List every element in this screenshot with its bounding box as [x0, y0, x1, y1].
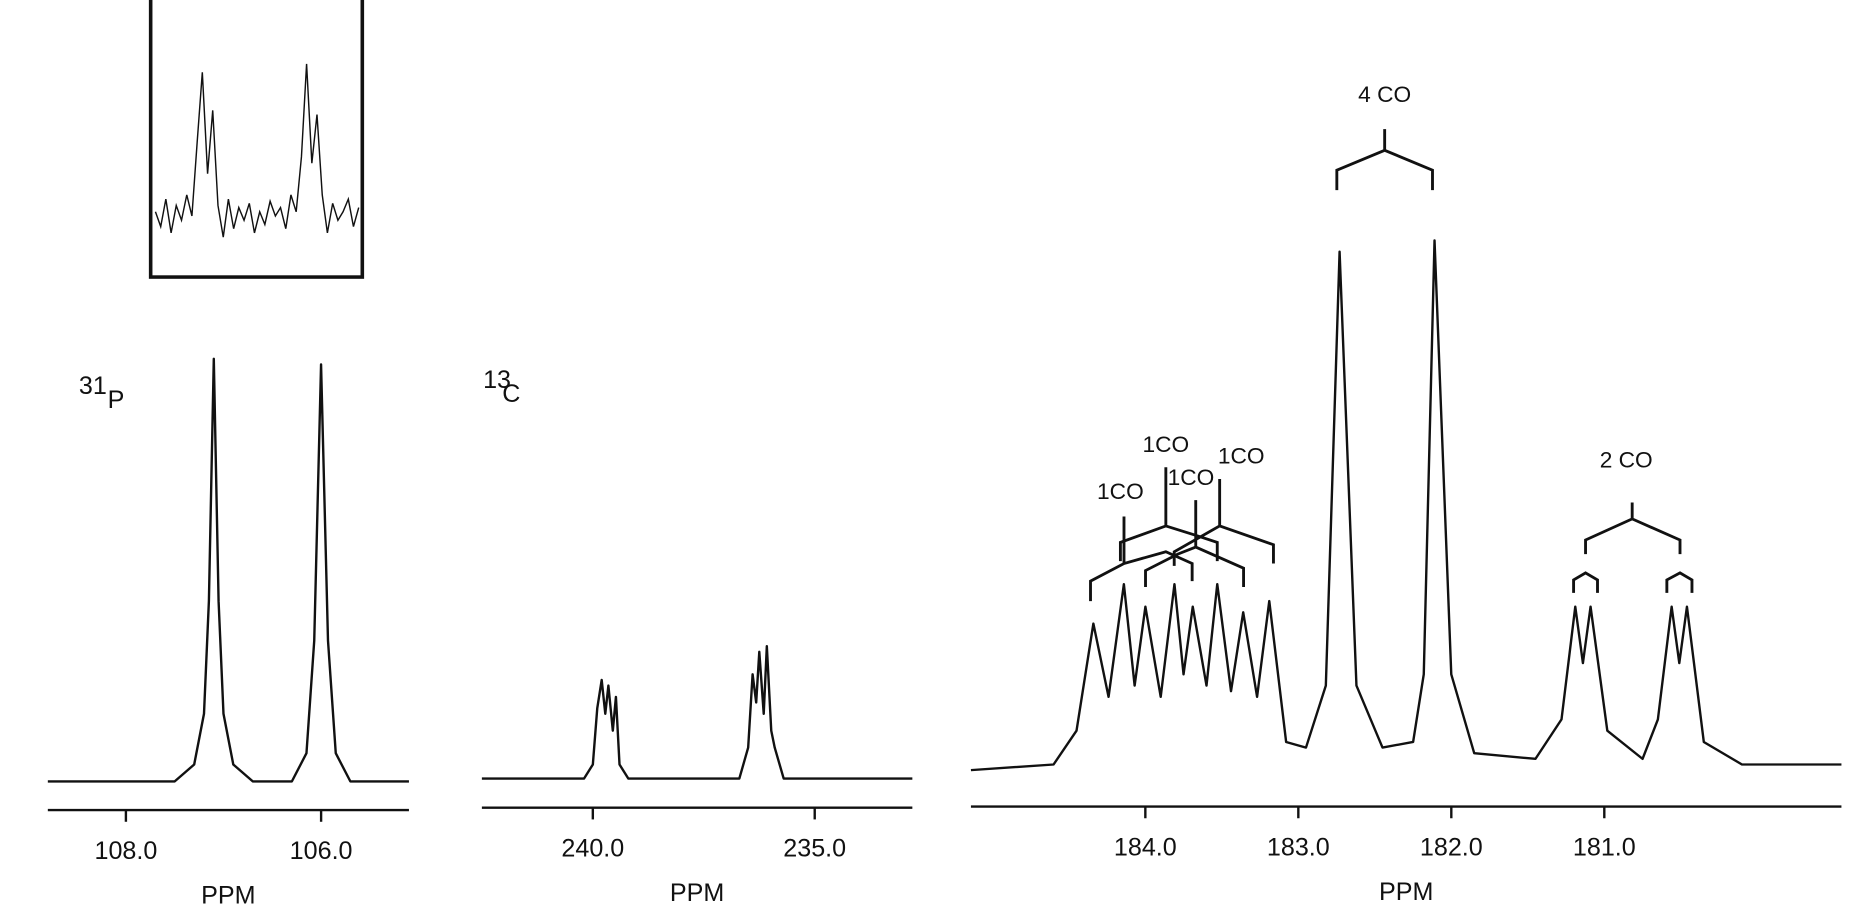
spectrum — [970, 239, 1842, 772]
x-tick-label: 240.0 — [561, 835, 624, 863]
nucleus-mass: 31 — [79, 372, 107, 400]
x-tick-label: 184.0 — [1114, 834, 1177, 862]
x-tick-label: 106.0 — [290, 837, 353, 865]
bracket — [1118, 467, 1219, 562]
bracket — [1172, 478, 1275, 566]
annotation: 4 CO — [1358, 82, 1411, 107]
bracket — [1584, 502, 1682, 555]
spectrum — [481, 644, 913, 780]
x-axis-label: PPM — [670, 879, 724, 907]
nucleus-mass: 13 — [483, 366, 511, 394]
inset-spectrum — [154, 63, 360, 238]
inset-frame — [148, 0, 365, 279]
annotation: 1CO — [1097, 479, 1144, 504]
bracket — [1144, 500, 1246, 587]
annotation: 1CO — [1142, 432, 1189, 457]
x-tick-label: 182.0 — [1420, 834, 1483, 862]
annotation: 1CO — [1168, 465, 1215, 490]
brackets — [1089, 129, 1694, 602]
x-tick-label: 183.0 — [1267, 834, 1330, 862]
annotation: 1CO — [1218, 444, 1265, 469]
bracket — [1335, 129, 1434, 191]
x-tick-label: 235.0 — [783, 835, 846, 863]
nucleus-symbol: C — [502, 380, 520, 408]
x-axis-label: PPM — [1379, 878, 1433, 906]
bracket — [1572, 571, 1694, 593]
nucleus-symbol: P — [108, 386, 125, 414]
x-tick-label: 181.0 — [1573, 834, 1636, 862]
annotation: 2 CO — [1600, 447, 1653, 472]
spectrum — [47, 357, 409, 783]
x-axis-label: PPM — [201, 882, 255, 910]
x-tick-label: 108.0 — [94, 837, 157, 865]
